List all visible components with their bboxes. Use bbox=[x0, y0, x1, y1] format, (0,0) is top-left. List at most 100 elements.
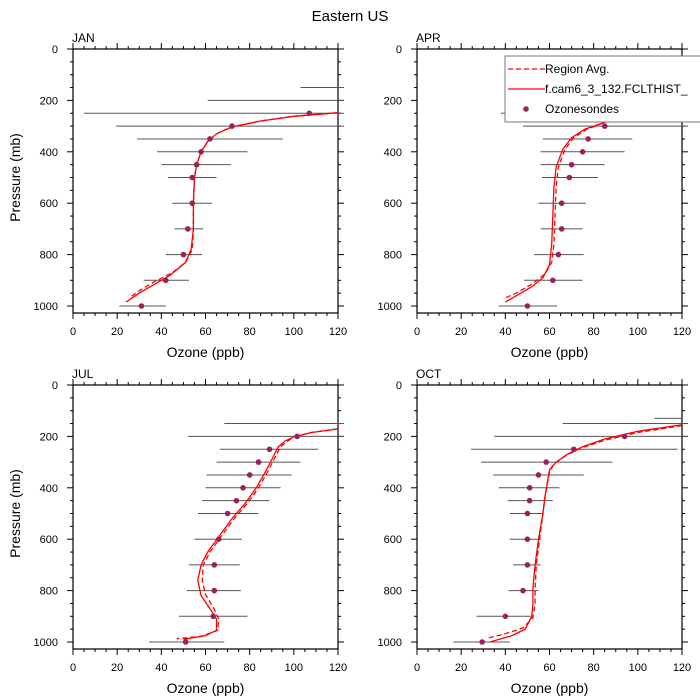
y-tick-label: 400 bbox=[40, 483, 58, 495]
y-tick-label: 400 bbox=[384, 147, 402, 159]
y-axis-label: Pressure (mb) bbox=[7, 469, 23, 558]
ozonesonde-point bbox=[246, 472, 253, 478]
legend-marker-icon bbox=[523, 106, 529, 112]
x-tick-label: 100 bbox=[629, 326, 647, 338]
ozonesonde-point bbox=[224, 510, 231, 517]
plot-area bbox=[84, 87, 344, 309]
panel-title: APR bbox=[416, 31, 441, 45]
ozonesonde-point bbox=[162, 277, 169, 284]
ozonesonde-point bbox=[566, 174, 573, 181]
x-tick-label: 100 bbox=[285, 662, 303, 674]
x-tick-label: 40 bbox=[155, 326, 167, 338]
x-tick-label: 0 bbox=[70, 326, 76, 338]
ozonesonde-point bbox=[524, 510, 531, 517]
panel-jan: 0 20 40 60 80 100 120 0 200 400 600 800 1000 JAN Ozone… bbox=[7, 31, 347, 360]
y-tick-label: 1000 bbox=[34, 301, 58, 313]
x-tick-label: 100 bbox=[285, 326, 303, 338]
ozonesonde-point bbox=[266, 446, 273, 453]
plot-area bbox=[149, 423, 344, 645]
ozonesonde-point bbox=[535, 472, 542, 478]
ozonesonde-point bbox=[579, 149, 586, 155]
ozonesonde-point bbox=[524, 536, 531, 542]
ozonesonde-point bbox=[211, 562, 218, 568]
y-tick-label: 400 bbox=[384, 483, 402, 495]
y-tick-label: 1000 bbox=[378, 301, 402, 313]
x-tick-label: 20 bbox=[111, 326, 123, 338]
ozonesonde-point bbox=[585, 136, 591, 142]
y-tick-label: 1000 bbox=[378, 637, 402, 649]
x-tick-label: 80 bbox=[588, 326, 600, 338]
ozonesonde-point bbox=[294, 433, 300, 440]
ozonesonde-point bbox=[180, 251, 187, 258]
y-tick-label: 600 bbox=[384, 198, 402, 210]
x-axis-label: Ozone (ppb) bbox=[167, 680, 245, 696]
model-line bbox=[489, 424, 683, 643]
y-tick-label: 1000 bbox=[34, 637, 58, 649]
y-tick-label: 600 bbox=[384, 534, 402, 546]
x-tick-label: 120 bbox=[329, 662, 347, 674]
x-tick-label: 0 bbox=[70, 662, 76, 674]
y-tick-label: 200 bbox=[40, 431, 58, 443]
x-tick-label: 60 bbox=[199, 326, 211, 338]
legend-label: f.cam6_3_132.FCLTHIST_ bbox=[545, 82, 688, 96]
ozonesonde-point bbox=[233, 497, 240, 504]
y-tick-label: 200 bbox=[40, 95, 58, 107]
ozonesonde-point bbox=[189, 200, 196, 206]
legend-label: Ozonesondes bbox=[545, 102, 619, 116]
y-tick-label: 600 bbox=[40, 198, 58, 210]
ozonesonde-point bbox=[558, 200, 565, 206]
legend: Region Avg. f.cam6_3_132.FCLTHIST_ Ozoneso… bbox=[504, 55, 700, 123]
ozonesonde-point bbox=[520, 587, 526, 594]
legend-label: Region Avg. bbox=[545, 62, 610, 76]
region-avg-line bbox=[487, 424, 683, 639]
model-line bbox=[504, 112, 683, 303]
ozonesonde-point bbox=[568, 161, 575, 168]
x-axis-label: Ozone (ppb) bbox=[167, 344, 245, 360]
x-tick-label: 40 bbox=[499, 662, 511, 674]
region-avg-line bbox=[176, 428, 339, 640]
ozonesonde-point bbox=[570, 446, 577, 453]
plot-area bbox=[453, 417, 688, 645]
ozonesonde-point bbox=[306, 110, 313, 117]
ozonesonde-point bbox=[621, 433, 628, 440]
x-axis-label: Ozone (ppb) bbox=[511, 344, 589, 360]
ozonesonde-point bbox=[543, 459, 549, 465]
x-tick-label: 20 bbox=[455, 662, 467, 674]
ozonesonde-point bbox=[502, 613, 509, 620]
y-tick-label: 800 bbox=[384, 586, 402, 598]
y-tick-label: 0 bbox=[396, 380, 402, 392]
panel-apr: 0 20 40 60 80 100 120 0 200 400 600 800 1000 APR Ozone… bbox=[378, 31, 692, 360]
y-axis-label: Pressure (mb) bbox=[7, 133, 23, 222]
x-tick-label: 120 bbox=[329, 326, 347, 338]
ozonesonde-point bbox=[524, 562, 531, 568]
x-tick-label: 40 bbox=[499, 326, 511, 338]
ozonesonde-point bbox=[207, 136, 213, 142]
ozonesonde-point bbox=[185, 226, 191, 232]
x-tick-label: 120 bbox=[673, 326, 691, 338]
ozonesonde-point bbox=[524, 303, 531, 309]
ozonesonde-point bbox=[193, 161, 200, 168]
panel-oct: 0 20 40 60 80 100 120 0 200 400 600 800 1000 OCT Ozone… bbox=[378, 367, 692, 696]
y-tick-label: 0 bbox=[396, 44, 402, 56]
y-tick-label: 800 bbox=[40, 586, 58, 598]
ozonesonde-point bbox=[255, 459, 262, 465]
ozonesonde-point bbox=[138, 303, 145, 309]
y-tick-label: 600 bbox=[40, 534, 58, 546]
ozonesonde-point bbox=[210, 613, 217, 620]
y-tick-label: 800 bbox=[40, 250, 58, 262]
ozonesonde-point bbox=[182, 639, 189, 645]
ozonesonde-point bbox=[555, 251, 562, 258]
y-tick-label: 400 bbox=[40, 147, 58, 159]
y-tick-label: 200 bbox=[384, 95, 402, 107]
x-tick-label: 40 bbox=[155, 662, 167, 674]
ozonesonde-point bbox=[526, 485, 533, 491]
x-tick-label: 60 bbox=[543, 326, 555, 338]
x-tick-label: 20 bbox=[111, 662, 123, 674]
ozonesonde-point bbox=[229, 123, 235, 129]
x-tick-label: 20 bbox=[455, 326, 467, 338]
region-avg-line bbox=[130, 112, 339, 298]
x-tick-label: 0 bbox=[414, 326, 420, 338]
x-tick-label: 60 bbox=[543, 662, 555, 674]
x-tick-label: 0 bbox=[414, 662, 420, 674]
